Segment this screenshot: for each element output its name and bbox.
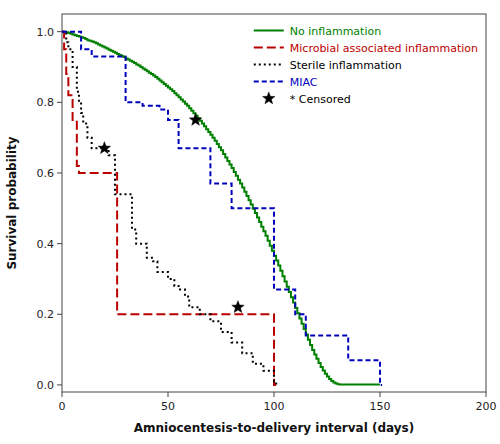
legend: No inflammation Microbial associated infl… — [254, 25, 478, 106]
legend-label: No inflammation — [290, 25, 381, 38]
x-axis-label: Amniocentesis-to-delivery interval (days… — [134, 421, 414, 435]
y-tick — [57, 314, 62, 315]
legend-symbol — [254, 81, 284, 83]
survival-curve — [62, 32, 276, 385]
legend-label: Sterile inflammation — [290, 59, 402, 72]
data-layer — [62, 32, 382, 385]
x-tick-label: 150 — [370, 400, 391, 413]
y-tick-label: 0.2 — [37, 308, 55, 321]
x-tick — [62, 392, 63, 397]
y-tick-label: 0.0 — [37, 379, 55, 392]
y-tick-label: 0.4 — [37, 238, 55, 251]
x-tick-label: 100 — [264, 400, 285, 413]
survival-curve — [62, 32, 382, 385]
chart: 0 50 100 150 200 0.0 0.2 0.4 0.6 0.8 1.0 Amniocente… — [0, 0, 500, 444]
legend-symbol — [254, 30, 284, 32]
x-tick — [168, 392, 169, 397]
y-tick — [57, 243, 62, 244]
survival-curve — [62, 32, 276, 385]
legend-symbol — [254, 64, 284, 66]
legend-symbol — [263, 92, 275, 104]
x-tick-label: 200 — [476, 400, 497, 413]
legend-label: MIAC — [290, 76, 318, 89]
legend-symbol — [254, 47, 284, 49]
legend-label: * Censored — [290, 93, 351, 106]
plot-frame — [62, 14, 486, 392]
censor-marker — [232, 301, 244, 313]
x-tick — [486, 392, 487, 397]
y-tick — [57, 31, 62, 32]
y-tick — [57, 172, 62, 173]
legend-label: Microbial associated inflammation — [290, 42, 478, 55]
survival-curve — [62, 32, 380, 385]
x-tick-label: 50 — [161, 400, 175, 413]
y-tick-label: 0.6 — [37, 167, 55, 180]
y-axis-label: Survival probability — [5, 136, 19, 269]
x-tick — [380, 392, 381, 397]
x-tick-label: 0 — [59, 400, 66, 413]
y-tick-label: 0.8 — [37, 96, 55, 109]
censor-markers — [98, 113, 244, 312]
axes: 0 50 100 150 200 0.0 0.2 0.4 0.6 0.8 1.0 Amniocente… — [5, 14, 497, 435]
y-tick-label: 1.0 — [37, 26, 55, 39]
censor-marker — [98, 142, 110, 154]
x-tick — [274, 392, 275, 397]
y-tick — [57, 384, 62, 385]
censor-marker — [189, 113, 201, 125]
y-tick — [57, 102, 62, 103]
